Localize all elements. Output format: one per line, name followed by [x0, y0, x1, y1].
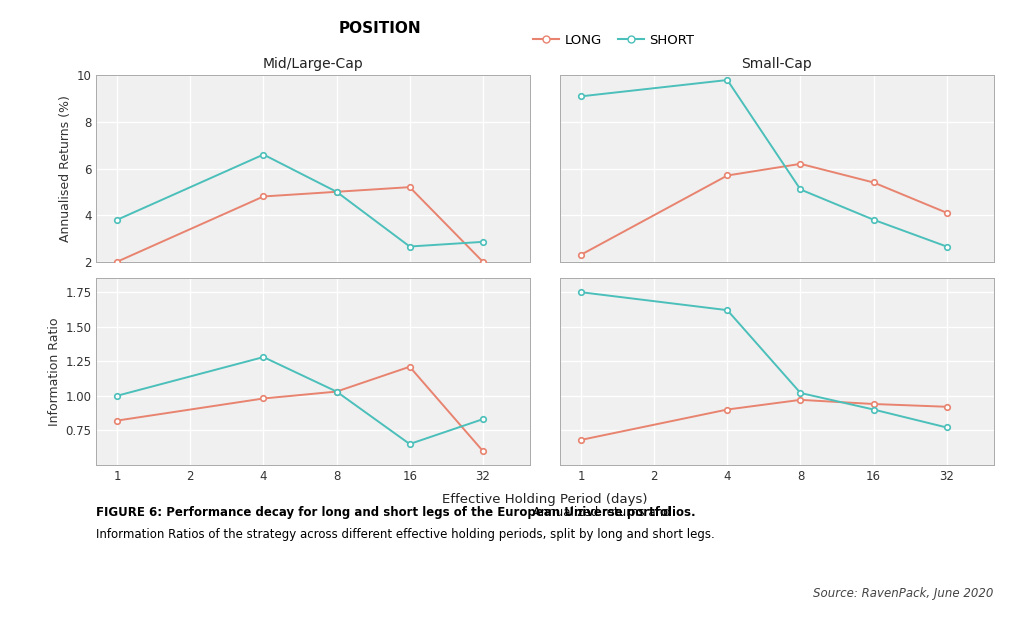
Text: Information Ratios of the strategy across different effective holding periods, s: Information Ratios of the strategy acros…: [96, 528, 715, 541]
Text: Annualized returns and: Annualized returns and: [529, 506, 670, 519]
Y-axis label: Information Ratio: Information Ratio: [49, 317, 61, 426]
Text: FIGURE 6: Performance decay for long and short legs of the European Universe por: FIGURE 6: Performance decay for long and…: [96, 506, 696, 519]
Y-axis label: Annualised Returns (%): Annualised Returns (%): [60, 95, 72, 242]
Title: Small-Cap: Small-Cap: [741, 57, 812, 72]
Text: Effective Holding Period (days): Effective Holding Period (days): [442, 493, 647, 506]
Legend: LONG, SHORT: LONG, SHORT: [527, 29, 700, 52]
Title: Mid/Large-Cap: Mid/Large-Cap: [263, 57, 363, 72]
Text: POSITION: POSITION: [339, 21, 421, 36]
Text: Source: RavenPack, June 2020: Source: RavenPack, June 2020: [813, 587, 994, 600]
